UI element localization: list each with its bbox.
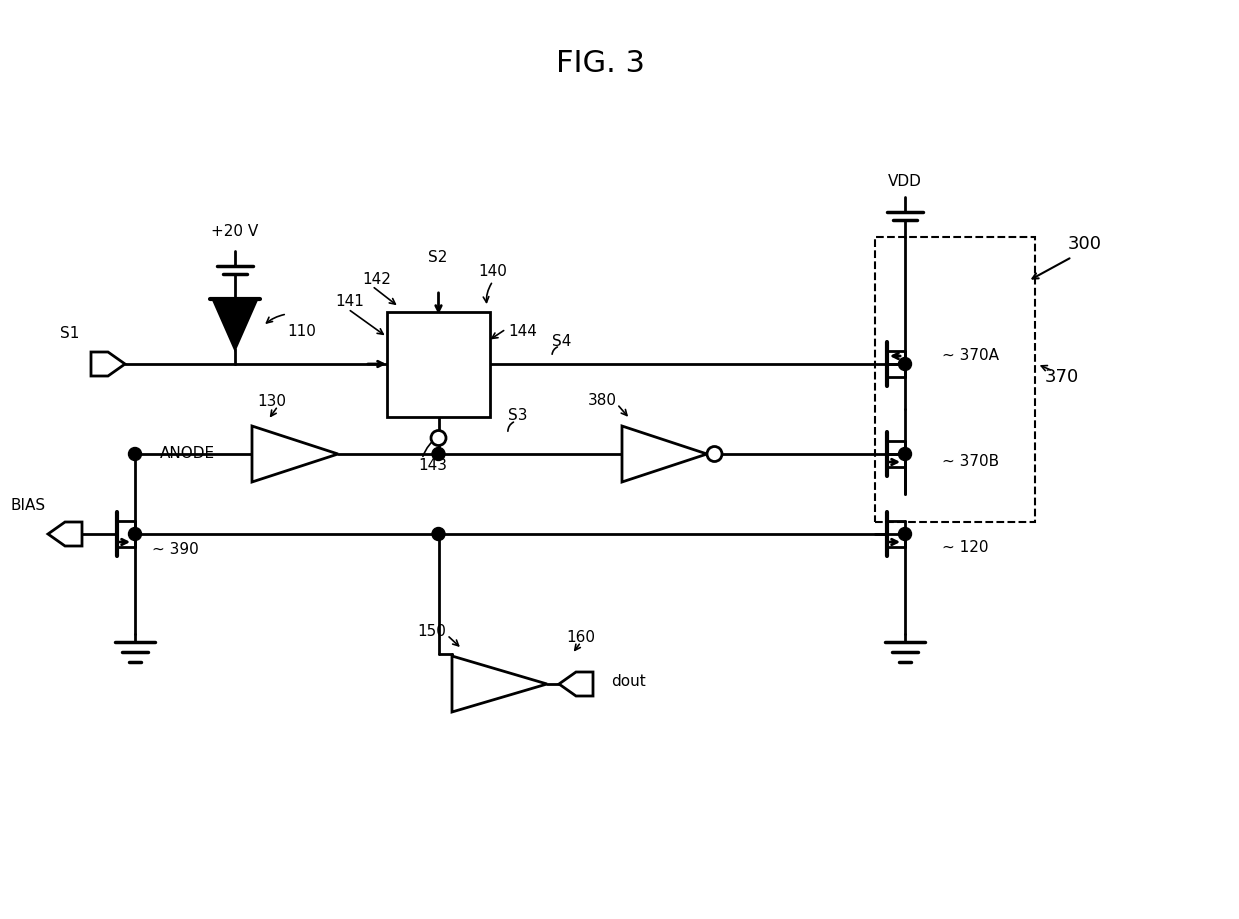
Text: +20 V: +20 V bbox=[212, 223, 259, 239]
Polygon shape bbox=[559, 672, 593, 696]
Text: 143: 143 bbox=[418, 459, 447, 473]
Circle shape bbox=[432, 528, 445, 540]
Text: 142: 142 bbox=[362, 271, 390, 287]
Polygon shape bbox=[252, 426, 338, 482]
Text: ANODE: ANODE bbox=[160, 447, 216, 461]
Circle shape bbox=[898, 357, 912, 370]
Circle shape bbox=[431, 430, 446, 446]
Bar bbox=[875, 237, 1035, 522]
Text: 380: 380 bbox=[587, 393, 617, 409]
Circle shape bbox=[129, 448, 141, 460]
Text: 144: 144 bbox=[508, 323, 536, 338]
Text: ~ 370B: ~ 370B bbox=[942, 455, 999, 470]
Text: VDD: VDD bbox=[888, 174, 922, 188]
Circle shape bbox=[898, 528, 912, 540]
Text: 140: 140 bbox=[478, 264, 507, 278]
Text: S3: S3 bbox=[508, 409, 528, 424]
Polygon shape bbox=[48, 522, 82, 546]
Circle shape bbox=[129, 528, 141, 540]
Text: 370: 370 bbox=[1044, 368, 1079, 386]
Bar bbox=[387, 312, 489, 417]
Circle shape bbox=[898, 448, 912, 460]
Text: 160: 160 bbox=[566, 630, 596, 645]
Text: 150: 150 bbox=[418, 625, 446, 640]
Text: 300: 300 bbox=[1068, 235, 1101, 253]
Text: ~ 120: ~ 120 bbox=[942, 539, 989, 554]
Circle shape bbox=[432, 448, 445, 460]
Text: 110: 110 bbox=[287, 323, 316, 338]
Text: dout: dout bbox=[611, 675, 646, 689]
Text: S2: S2 bbox=[429, 249, 447, 265]
Text: 141: 141 bbox=[335, 293, 364, 309]
Text: FIG. 3: FIG. 3 bbox=[555, 50, 644, 78]
Text: S4: S4 bbox=[553, 334, 571, 348]
Polygon shape bbox=[213, 299, 256, 349]
Text: ~ 390: ~ 390 bbox=[152, 541, 198, 557]
Polygon shape bbox=[622, 426, 707, 482]
Text: S1: S1 bbox=[61, 326, 79, 342]
Polygon shape bbox=[90, 352, 125, 376]
Text: 130: 130 bbox=[258, 394, 286, 410]
Polygon shape bbox=[452, 656, 546, 712]
Circle shape bbox=[707, 447, 722, 461]
Text: ~ 370A: ~ 370A bbox=[942, 348, 999, 364]
Text: BIAS: BIAS bbox=[10, 498, 46, 514]
